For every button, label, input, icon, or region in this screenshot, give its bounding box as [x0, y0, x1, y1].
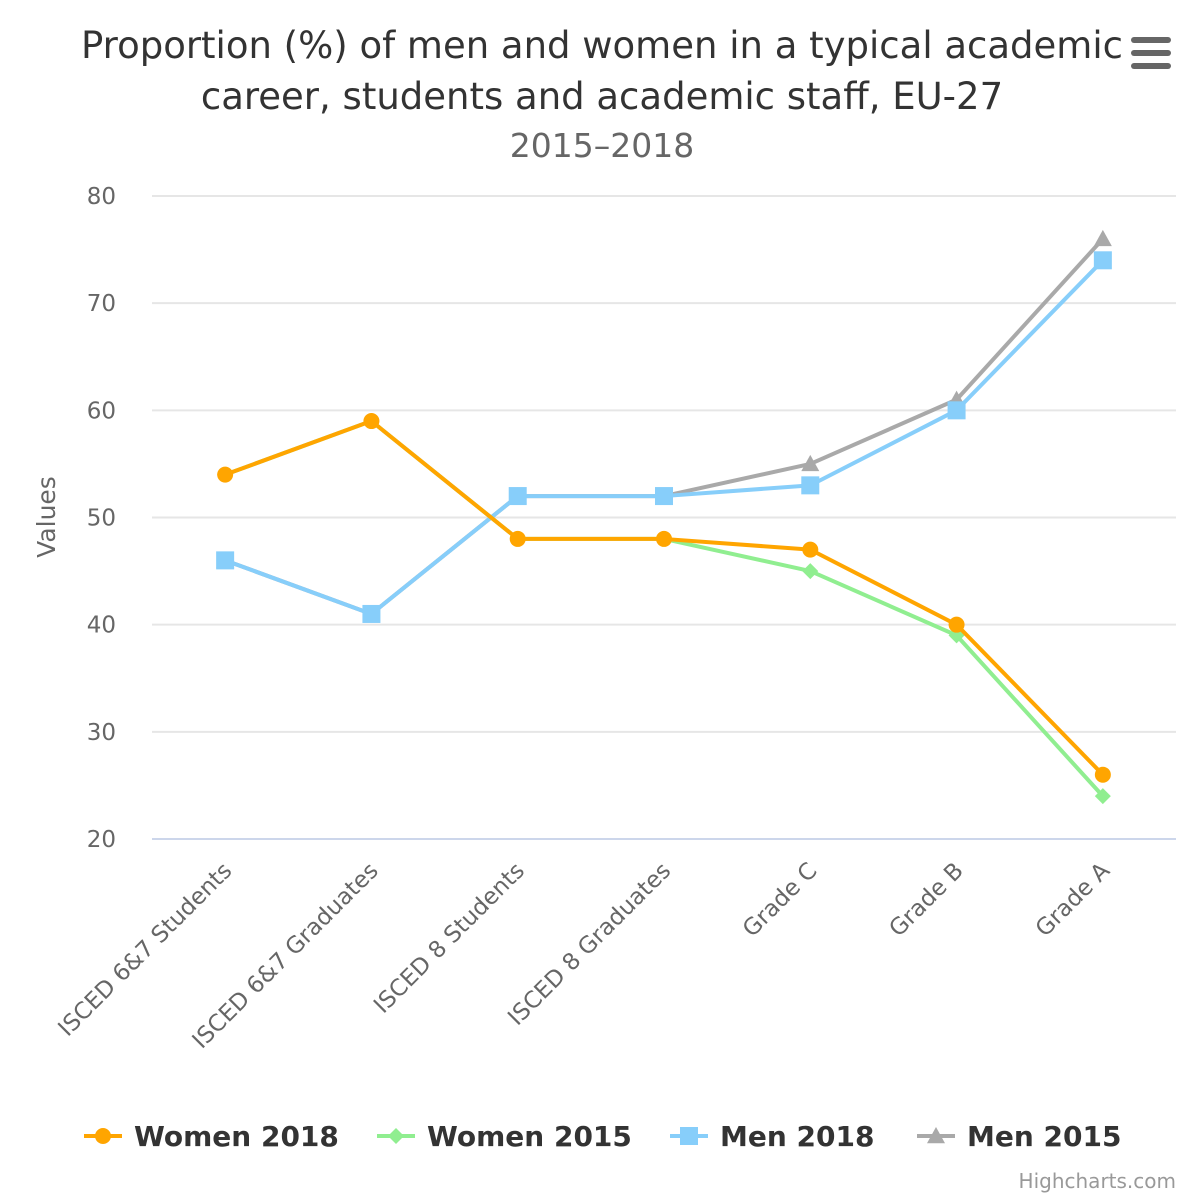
legend-item[interactable]: Men 2015	[917, 1120, 1121, 1153]
legend-label: Men 2018	[720, 1120, 874, 1153]
menu-button[interactable]	[1124, 30, 1178, 74]
y-tick-label: 40	[87, 613, 116, 639]
data-point[interactable]	[362, 604, 381, 623]
data-point[interactable]	[1094, 788, 1111, 805]
grid-lines	[152, 195, 1176, 733]
series-lines	[216, 229, 1112, 805]
series-men-2018	[216, 251, 1112, 623]
data-point[interactable]	[802, 563, 819, 580]
data-point[interactable]	[802, 541, 819, 558]
x-tick-label: ISCED 8 Students	[369, 858, 530, 1019]
hamburger-menu-icon	[1131, 37, 1171, 69]
legend-marker[interactable]	[927, 1127, 945, 1144]
data-point[interactable]	[508, 487, 527, 506]
y-tick-label: 20	[87, 827, 116, 853]
y-axis-title: Values	[32, 476, 61, 558]
x-tick-label: ISCED 8 Graduates	[503, 858, 676, 1031]
legend-label: Men 2015	[967, 1120, 1121, 1153]
legend-item[interactable]: Women 2018	[84, 1120, 339, 1153]
x-tick-label: Grade C	[738, 858, 822, 942]
legend: Women 2018 Women 2015 Men 2018 Men 2015	[84, 1120, 1121, 1153]
data-point[interactable]	[801, 476, 820, 495]
y-tick-label: 70	[87, 291, 116, 317]
y-axis-ticks: 20 30 40 50 60 70 80	[87, 184, 116, 853]
series-women-2018	[217, 413, 1111, 783]
series-men-2015	[216, 229, 1112, 622]
chart-title: Proportion (%) of men and women in a typ…	[81, 24, 1123, 118]
legend-marker[interactable]	[680, 1127, 698, 1145]
series-line	[223, 419, 1105, 777]
x-tick-label: Grade A	[1031, 858, 1115, 942]
data-point[interactable]	[948, 616, 965, 633]
legend-label: Women 2018	[134, 1120, 339, 1153]
chart-subtitle: 2015–2018	[510, 126, 694, 165]
legend-marker[interactable]	[95, 1128, 111, 1144]
chart-title-line-2: career, students and academic staff, EU-…	[201, 75, 1003, 118]
data-point[interactable]	[1093, 229, 1112, 247]
legend-item[interactable]: Women 2015	[377, 1120, 632, 1153]
data-point[interactable]	[947, 401, 966, 420]
chart-title-line-1: Proportion (%) of men and women in a typ…	[81, 24, 1123, 67]
data-point[interactable]	[509, 530, 526, 547]
highcharts-credit-link[interactable]: Highcharts.com	[1019, 1169, 1176, 1193]
y-tick-label: 60	[87, 398, 116, 424]
data-point[interactable]	[216, 551, 235, 570]
data-point[interactable]	[363, 413, 380, 430]
legend-label: Women 2015	[427, 1120, 632, 1153]
y-tick-label: 50	[87, 506, 116, 532]
data-point[interactable]	[217, 466, 234, 483]
y-tick-label: 80	[87, 184, 116, 210]
data-point[interactable]	[1094, 766, 1111, 783]
series-line	[223, 258, 1105, 616]
data-point[interactable]	[656, 530, 672, 547]
y-tick-label: 30	[87, 720, 116, 746]
legend-marker[interactable]	[388, 1128, 404, 1144]
legend-item[interactable]: Men 2018	[670, 1120, 874, 1153]
data-point[interactable]	[801, 454, 820, 472]
x-tick-label: Grade B	[885, 858, 969, 942]
data-point[interactable]	[655, 487, 673, 506]
data-point[interactable]	[1093, 251, 1112, 270]
